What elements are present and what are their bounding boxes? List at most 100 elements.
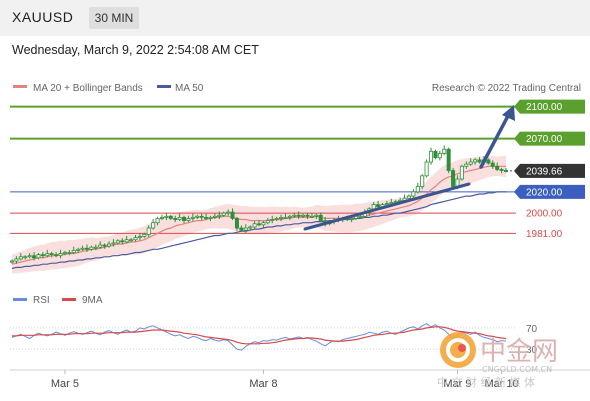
candle-body [442, 148, 447, 154]
candle-body [477, 159, 482, 163]
candle-body [45, 253, 50, 257]
candle-body [464, 163, 469, 167]
watermark-brand: 中金网 [480, 337, 558, 367]
candle-body [115, 240, 120, 244]
candle-body [67, 252, 72, 254]
candle-body [248, 226, 253, 229]
level-label-2: 2039.66 [526, 166, 563, 177]
candle-body [283, 216, 288, 219]
candle-body [234, 218, 239, 229]
candle-body [495, 165, 500, 170]
watermark-logo-ring [446, 338, 470, 362]
candle-body [80, 247, 85, 250]
candle-body [437, 153, 442, 159]
candle-body [111, 242, 116, 245]
candle-body [195, 215, 200, 218]
candles [9, 145, 508, 264]
watermark-logo-icon [440, 332, 476, 368]
candle-body [318, 214, 323, 221]
candle-body [287, 215, 292, 218]
watermark: 中金网 CNGOLD.COM.CN 中 文 财 经 新 媒 体 [437, 332, 558, 389]
candle-body [23, 256, 28, 259]
candle-body [27, 255, 32, 258]
candle-body [270, 219, 275, 221]
candle-body [376, 204, 381, 208]
x-tick-label: Mar 10 [484, 378, 518, 390]
candle-body [76, 248, 81, 251]
candle-body [129, 239, 134, 242]
bollinger-band-layer [12, 155, 506, 274]
candle-body [226, 211, 231, 214]
candle-body [107, 243, 112, 247]
candle-body [93, 246, 98, 249]
interval-button[interactable]: 30 MIN [89, 7, 139, 29]
candle-body [473, 159, 478, 163]
level-lines: 2100.00 2070.00 2039.66 2020.00 2000.00 1981.… [10, 99, 585, 240]
candle-body [305, 214, 310, 217]
price-legend: MA 20 + Bollinger Bands MA 50 Research ©… [13, 83, 581, 94]
rsi-ma-line [12, 326, 507, 345]
candle-body [371, 204, 376, 210]
ma50-line [11, 191, 506, 270]
candle-body [406, 195, 411, 199]
candle-body [279, 216, 284, 219]
candle-body [274, 218, 279, 220]
candle-body [393, 201, 398, 203]
candle-body [98, 244, 103, 248]
level-tag-1 [514, 131, 585, 146]
candle-body [133, 237, 138, 241]
level-tag-0 [514, 99, 585, 114]
annotations [303, 105, 515, 231]
candle-body [301, 214, 306, 217]
candle-body [384, 203, 389, 205]
candle-body [468, 161, 473, 165]
level-label-4: 2000.00 [526, 209, 563, 220]
candle-body [49, 253, 54, 256]
target-arrow-shaft [479, 112, 511, 169]
candle-body [420, 175, 425, 187]
rsi-legend: RSI 9MA [13, 295, 103, 306]
watermark-domain: CNGOLD.COM.CN [482, 365, 552, 374]
candle-body [265, 220, 270, 224]
support-trendline [303, 182, 471, 231]
candle-body [71, 249, 76, 253]
candle-body [190, 216, 195, 219]
candle-body [40, 254, 45, 257]
candle-body [155, 218, 160, 224]
candle-body [159, 216, 164, 219]
candle-body [58, 253, 63, 257]
candle-body [124, 239, 129, 243]
level-tag-3 [514, 184, 585, 199]
x-tick-label: Mar 5 [51, 378, 79, 390]
candle-body [18, 256, 23, 260]
candle-body [120, 240, 125, 243]
candle-body [62, 252, 67, 254]
rsi-legend-swatch [13, 298, 27, 301]
level-label-5: 1981.00 [526, 229, 563, 240]
rsi-ma-legend-label: 9MA [82, 295, 103, 306]
level-label-0: 2100.00 [526, 102, 563, 113]
credit-label: Research © 2022 Trading Central [432, 83, 581, 94]
x-tick-label: Mar 8 [249, 378, 277, 390]
bollinger-band [12, 155, 506, 274]
candle-body [14, 258, 19, 262]
candle-body [411, 191, 416, 197]
candle-body [221, 212, 226, 216]
candle-body [261, 222, 266, 226]
date-time-label: Wednesday, March 9, 2022 2:54:08 AM CET [12, 43, 259, 57]
candle-body [177, 216, 182, 220]
candle-body [296, 214, 301, 217]
candle-body [243, 227, 248, 231]
candle-body [36, 254, 41, 259]
level-label-1: 2070.00 [526, 134, 563, 145]
candle-body [208, 216, 213, 219]
candle-body [446, 148, 451, 171]
candle-body [32, 255, 37, 259]
x-axis: Mar 5 Mar 8 Mar 9 Mar 10 [51, 370, 519, 390]
ma20-legend-swatch [13, 85, 27, 88]
level-tag-2 [514, 163, 585, 178]
watermark-logo-dot [458, 344, 466, 352]
symbol-label: XAUUSD [12, 9, 74, 25]
